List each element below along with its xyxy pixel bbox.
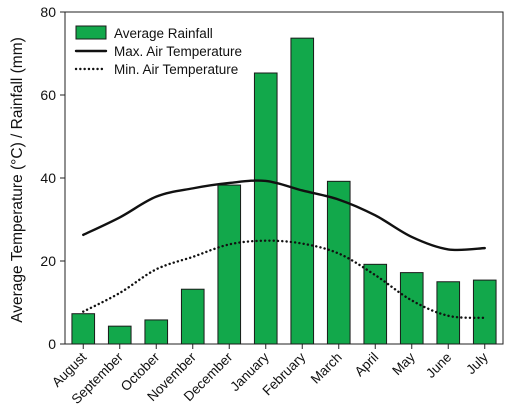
x-tick-label: July <box>463 349 491 377</box>
legend: Average Rainfall Max. Air Temperature Min.… <box>74 25 242 77</box>
bar-september <box>107 325 132 345</box>
x-tick-label: April <box>352 350 382 380</box>
bar-may <box>399 272 424 345</box>
max-temp-line <box>82 179 486 252</box>
bar-november <box>180 288 205 345</box>
y-axis-label: Average Temperature (°C) / Rainfall (mm) <box>9 37 26 323</box>
legend-label: Average Rainfall <box>114 26 213 41</box>
min-temp-line <box>82 239 486 320</box>
bar-march <box>326 180 351 345</box>
temperature-lines <box>82 179 486 320</box>
bar-january <box>253 72 278 345</box>
y-tick-label: 0 <box>48 336 56 352</box>
x-tick-label: June <box>423 350 454 381</box>
legend-label: Max. Air Temperature <box>114 44 242 59</box>
bar-october <box>144 319 169 345</box>
y-tick-label: 60 <box>40 87 56 103</box>
bar-august <box>71 313 96 345</box>
x-tick-label: May <box>389 349 418 378</box>
axes <box>60 11 504 349</box>
x-tick-label: March <box>308 350 345 387</box>
bar-april <box>363 263 388 345</box>
y-tick-label: 40 <box>40 170 56 186</box>
y-tick-label: 80 <box>40 4 56 20</box>
legend-swatch-rainfall <box>75 25 107 40</box>
bar-december <box>217 184 242 345</box>
y-tick-label: 20 <box>40 253 56 269</box>
bar-july <box>472 279 497 345</box>
legend-label: Min. Air Temperature <box>114 62 238 77</box>
rainfall-bars <box>71 37 497 345</box>
